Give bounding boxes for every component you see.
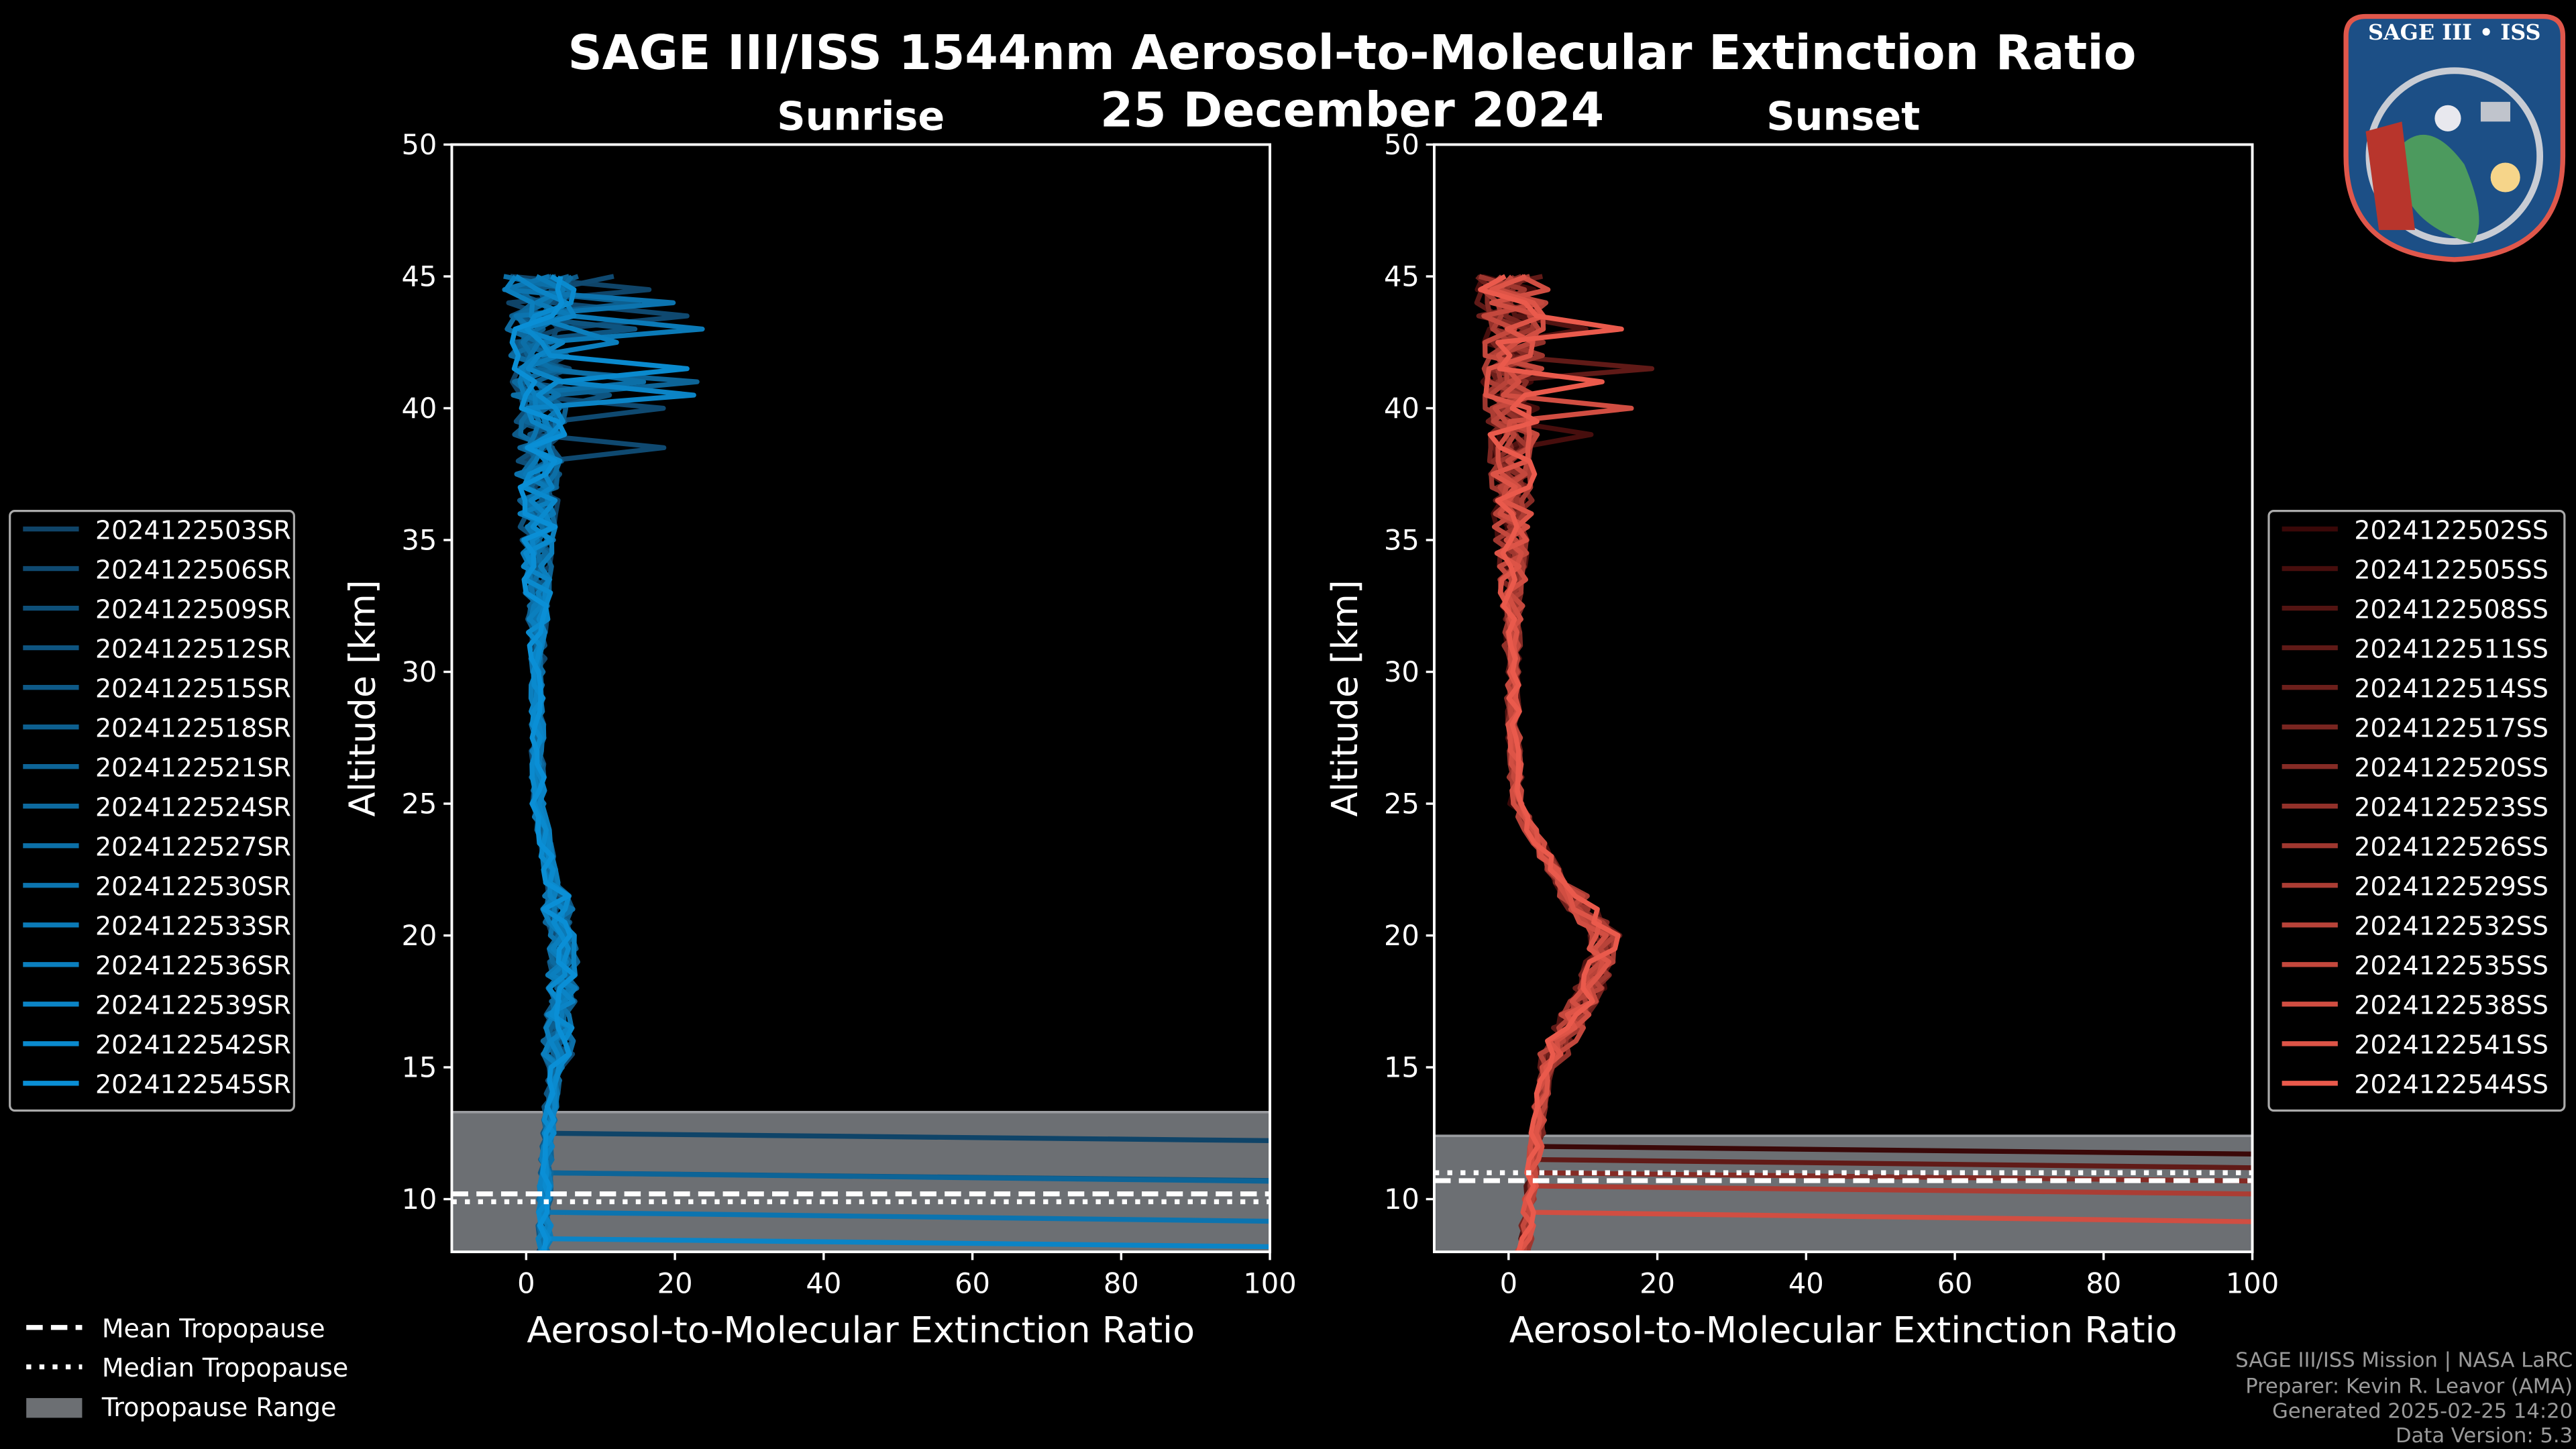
legend-label: 2024122544SS: [2354, 1070, 2548, 1099]
legend-label: 2024122542SR: [95, 1030, 291, 1060]
legend-frame: [9, 510, 295, 1112]
legend-label: 2024122539SR: [95, 991, 291, 1020]
footer-generated: Generated 2025-02-25 14:20: [2272, 1399, 2573, 1423]
y-tick-label: 15: [1384, 1051, 1419, 1084]
x-tick-label: 60: [1937, 1267, 1973, 1299]
legend-label: 2024122532SS: [2354, 911, 2548, 941]
y-tick-label: 40: [1384, 392, 1419, 425]
y-tick-label: 25: [1384, 788, 1419, 820]
legend-label: 2024122526SS: [2354, 832, 2548, 861]
legend-label: 2024122541SS: [2354, 1030, 2548, 1060]
x-tick-label: 20: [657, 1267, 693, 1299]
x-tick-label: 20: [1640, 1267, 1675, 1299]
y-tick-label: 35: [401, 524, 437, 557]
panel-title-sunset: Sunset: [1766, 93, 1920, 139]
legend-label: 2024122529SS: [2354, 871, 2548, 901]
x-tick-label: 100: [2226, 1267, 2279, 1299]
legend-label: 2024122505SS: [2354, 555, 2548, 584]
y-tick-label: 15: [401, 1051, 437, 1084]
figure-date: 25 December 2024: [1100, 83, 1604, 138]
sunrise-panel: 0 20 40 60 80 100 10 15 20 25 30 35 40 45 50 Aerosol-to…: [341, 128, 1296, 1351]
y-tick-label: 20: [1384, 919, 1419, 952]
x-tick-label: 0: [517, 1267, 535, 1299]
plot-content: [1434, 274, 2253, 1252]
legend-label: 2024122515SR: [95, 674, 291, 703]
plot-content: [451, 274, 1271, 1252]
legend-label: 2024122511SS: [2354, 634, 2548, 663]
sunset-legend: 2024122502SS 2024122505SS 2024122508SS 2024…: [2267, 510, 2566, 1112]
footer-preparer: Preparer: Kevin R. Leavor (AMA): [2245, 1375, 2573, 1399]
sunrise-legend: 2024122503SR 2024122506SR 2024122509SR 2024…: [9, 510, 295, 1112]
y-tick-label: 50: [1384, 128, 1419, 161]
logo-text: SAGE III • ISS: [2368, 19, 2541, 45]
plot-frame: [450, 143, 1272, 1254]
x-tick-label: 60: [955, 1267, 990, 1299]
legend-label: 2024122536SR: [95, 951, 291, 980]
legend-label: 2024122512SR: [95, 634, 291, 663]
panel-title-sunrise: Sunrise: [777, 93, 945, 139]
mean-tropopause-label: Mean Tropopause: [102, 1313, 325, 1343]
y-tick-label: 45: [1384, 260, 1419, 293]
y-tick-label: 50: [401, 128, 437, 161]
x-tick-label: 40: [806, 1267, 841, 1299]
y-tick-label: 40: [401, 392, 437, 425]
legend-label: 2024122502SS: [2354, 515, 2548, 545]
y-tick-label: 20: [401, 919, 437, 952]
legend-label: 2024122533SR: [95, 911, 291, 941]
y-tick-label: 25: [401, 788, 437, 820]
x-tick-label: 100: [1243, 1267, 1296, 1299]
legend-frame: [2267, 510, 2566, 1112]
legend-label: 2024122521SR: [95, 753, 291, 782]
y-tick-label: 30: [401, 655, 437, 688]
plot-area: [451, 144, 1271, 1252]
y-axis-label: Altitude [km]: [341, 580, 383, 816]
legend-label: 2024122520SS: [2354, 753, 2548, 782]
x-tick-label: 0: [1500, 1267, 1517, 1299]
y-tick-label: 10: [401, 1183, 437, 1216]
legend-label: 2024122527SR: [95, 832, 291, 861]
y-tick-label: 10: [1384, 1183, 1419, 1216]
plot-frame: [1433, 143, 2254, 1254]
legend-label: 2024122518SR: [95, 713, 291, 743]
legend-label: 2024122545SR: [95, 1070, 291, 1099]
figure-title: SAGE III/ISS 1544nm Aerosol-to-Molecular…: [568, 25, 2137, 80]
legend-label: 2024122503SR: [95, 515, 291, 545]
profile-line-2024122545SR: [509, 276, 577, 1252]
footer-mission: SAGE III/ISS Mission | NASA LaRC: [2235, 1349, 2573, 1373]
footer-data-version: Data Version: 5.3: [2396, 1424, 2573, 1448]
tropopause-range-swatch: [26, 1398, 83, 1418]
legend-label: 2024122506SR: [95, 555, 291, 584]
legend-label: 2024122530SR: [95, 871, 291, 901]
y-tick-label: 45: [401, 260, 437, 293]
legend-label: 2024122509SR: [95, 594, 291, 624]
legend-label: 2024122514SS: [2354, 674, 2548, 703]
profile-line-2024122541SS: [1483, 274, 1612, 1252]
tropopause-range-label: Tropopause Range: [101, 1393, 337, 1422]
legend-label: 2024122517SS: [2354, 713, 2548, 743]
x-tick-label: 40: [1788, 1267, 1824, 1299]
sunset-panel: 0 20 40 60 80 100 10 15 20 25 30 35 40 45 50 Aerosol-to…: [1324, 128, 2279, 1351]
x-axis-label: Aerosol-to-Molecular Extinction Ratio: [527, 1309, 1195, 1351]
legend-label: 2024122535SS: [2354, 951, 2548, 980]
profile-line-2024122544SS: [1478, 274, 1624, 1252]
y-axis-label: Altitude [km]: [1324, 580, 1366, 816]
legend-label: 2024122538SS: [2354, 991, 2548, 1020]
y-tick-label: 30: [1384, 655, 1419, 688]
plot-area: [1434, 144, 2253, 1252]
median-tropopause-label: Median Tropopause: [102, 1353, 348, 1383]
x-tick-label: 80: [2086, 1267, 2121, 1299]
y-tick-label: 35: [1384, 524, 1419, 557]
legend-label: 2024122524SR: [95, 792, 291, 822]
legend-label: 2024122523SS: [2354, 792, 2548, 822]
legend-label: 2024122508SS: [2354, 594, 2548, 624]
tropopause-legend: Mean Tropopause Median Tropopause Tropop…: [26, 1313, 348, 1422]
sage-iii-iss-logo: SAGE III • ISS: [2343, 13, 2566, 262]
x-axis-label: Aerosol-to-Molecular Extinction Ratio: [1509, 1309, 2178, 1351]
x-tick-label: 80: [1104, 1267, 1139, 1299]
